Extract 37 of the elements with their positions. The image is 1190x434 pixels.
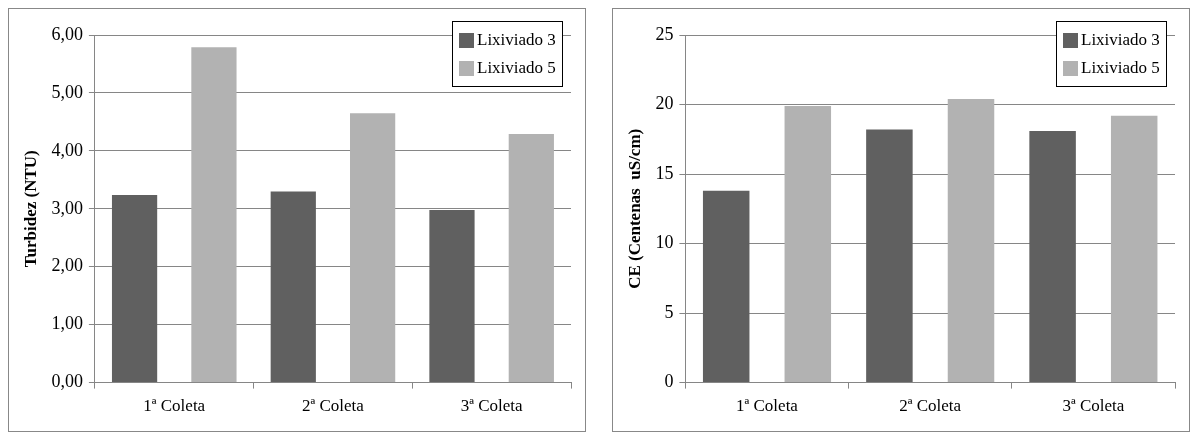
y-tick-label: 25 (655, 23, 674, 44)
y-axis-title: Turbidez (NTU) (20, 150, 40, 268)
legend-label: Lixiviado 5 (1081, 58, 1160, 78)
y-tick-label: 4,00 (51, 139, 83, 160)
y-tick-label: 5 (664, 301, 674, 322)
y-tick-label: 15 (655, 162, 674, 183)
y-tick-label: 20 (655, 93, 674, 114)
y-tick-label: 5,00 (51, 81, 83, 102)
y-tick-label: 6,00 (51, 23, 83, 44)
bar (270, 191, 316, 383)
y-tick-label: 0,00 (51, 371, 83, 392)
bar (111, 194, 158, 383)
legend-label: Lixiviado 3 (1081, 30, 1160, 50)
bar (784, 105, 832, 383)
bar (702, 190, 750, 383)
x-tick-label: 1ª Coleta (143, 396, 206, 416)
bar (191, 47, 237, 383)
bar (1110, 115, 1158, 383)
x-tick-label: 2ª Coleta (302, 396, 365, 416)
bar (947, 98, 995, 383)
y-tick-label: 2,00 (51, 255, 83, 276)
legend-label: Lixiviado 3 (477, 30, 556, 50)
y-tick-label: 1,00 (51, 313, 83, 334)
bar (1029, 130, 1076, 383)
x-tick-label: 3ª Coleta (460, 396, 524, 416)
y-tick-label: 0 (664, 371, 674, 392)
bar (508, 134, 554, 383)
bar (429, 209, 475, 383)
bar (866, 129, 913, 383)
x-tick-label: 3ª Coleta (1062, 396, 1125, 416)
y-axis-title: CE (Centenas uS/cm) (624, 128, 644, 289)
y-tick-label: 10 (655, 232, 674, 253)
x-tick-label: 1ª Coleta (736, 396, 799, 416)
x-tick-label: 2ª Coleta (899, 396, 962, 416)
y-tick-label: 3,00 (51, 197, 83, 218)
bar (350, 113, 396, 383)
legend-label: Lixiviado 5 (477, 58, 556, 78)
